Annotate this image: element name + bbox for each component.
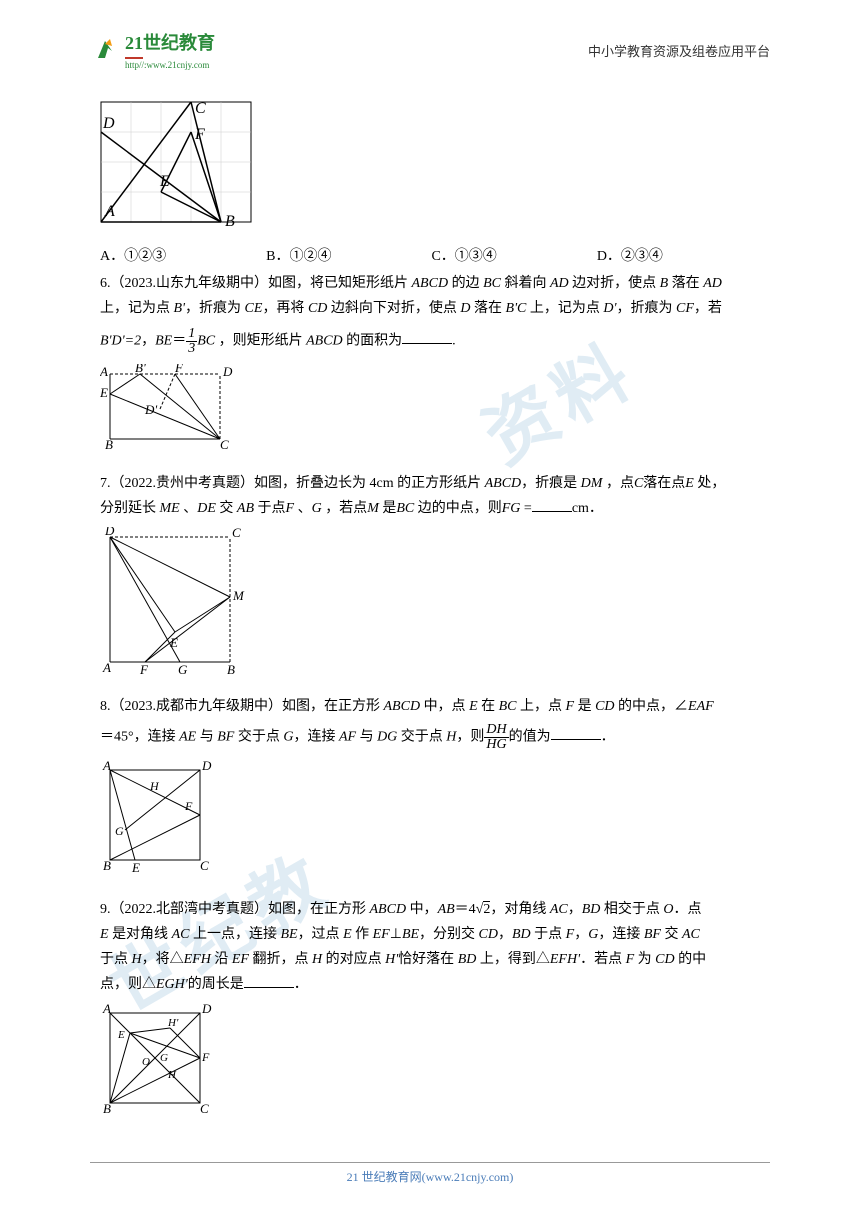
question-7: 7.（2022.贵州中考真题）如图，折叠边长为 4cm 的正方形纸片 ABCD，… — [100, 473, 770, 684]
choice-d: D．②③④ — [597, 246, 663, 267]
svg-text:E: E — [100, 385, 108, 400]
svg-text:G: G — [178, 662, 188, 677]
svg-text:H: H — [167, 1069, 177, 1081]
svg-text:D: D — [102, 115, 115, 132]
svg-text:C: C — [220, 437, 229, 452]
svg-text:A: A — [102, 660, 111, 675]
svg-text:M: M — [232, 588, 245, 603]
svg-text:E: E — [169, 635, 178, 650]
svg-text:B: B — [105, 437, 113, 452]
footer-url: (www.21cnjy.com) — [422, 1170, 514, 1184]
svg-text:A: A — [104, 203, 115, 220]
logo: 21世纪教育 http//:www.21cnjy.com — [90, 30, 215, 73]
q5-choices: A．①②③ B．①②④ C．①③④ D．②③④ — [100, 246, 770, 267]
content-area: A B C D E F A．①②③ B．①②④ C．①③④ D．②③④ 6.（2… — [0, 83, 860, 1125]
footer-text: 21 世纪教育网 — [347, 1170, 422, 1184]
svg-text:D: D — [104, 527, 115, 538]
svg-text:A: A — [102, 1003, 111, 1016]
svg-text:H: H — [149, 779, 160, 793]
svg-text:D': D' — [144, 402, 157, 417]
logo-text: 21世纪教育 http//:www.21cnjy.com — [125, 30, 215, 73]
logo-number: 21 — [125, 30, 143, 59]
svg-text:E: E — [131, 860, 140, 875]
svg-text:C: C — [200, 858, 209, 873]
diagram-q9: A D E H' O G F H B C — [100, 1003, 770, 1125]
question-9: 9.（2022.北部湾中考真题）如图，在正方形 ABCD 中，AB＝4√2，对角… — [100, 899, 770, 1125]
svg-text:C: C — [200, 1101, 209, 1116]
svg-text:B: B — [225, 213, 235, 230]
svg-text:C: C — [195, 101, 206, 117]
svg-text:F: F — [184, 799, 193, 813]
choice-b: B．①②④ — [266, 246, 331, 267]
logo-cn: 世纪教育 — [143, 33, 215, 53]
diagram-q7: D C M E A F G B — [100, 527, 770, 684]
svg-text:B': B' — [135, 364, 146, 375]
svg-text:B: B — [103, 858, 111, 873]
diagram-q5: A B C D E F — [100, 101, 770, 238]
question-8: 8.（2023.成都市九年级期中）如图，在正方形 ABCD 中，点 E 在 BC… — [100, 696, 770, 887]
diagram-q6: A B' F D E D' B C — [100, 364, 770, 461]
svg-text:D: D — [222, 364, 233, 379]
logo-url: http//:www.21cnjy.com — [125, 59, 215, 73]
svg-text:H': H' — [167, 1017, 179, 1029]
question-6: 6.（2023.山东九年级期中）如图，将已知矩形纸片 ABCD 的边 BC 斜着… — [100, 273, 770, 461]
header-right-text: 中小学教育资源及组卷应用平台 — [588, 42, 770, 62]
svg-text:G: G — [160, 1052, 168, 1064]
page-header: 21世纪教育 http//:www.21cnjy.com 中小学教育资源及组卷应… — [0, 0, 860, 83]
svg-text:B: B — [103, 1101, 111, 1116]
svg-text:A: A — [102, 760, 111, 773]
choice-c: C．①③④ — [431, 246, 496, 267]
diagram-q8: A D H F G B E C — [100, 760, 770, 887]
svg-text:F: F — [174, 364, 184, 375]
svg-text:E: E — [159, 173, 170, 190]
svg-text:B: B — [227, 662, 235, 677]
choice-a: A．①②③ — [100, 246, 166, 267]
svg-text:F: F — [139, 662, 149, 677]
svg-text:D: D — [201, 760, 212, 773]
svg-text:G: G — [115, 824, 124, 838]
svg-text:F: F — [201, 1050, 210, 1064]
page-footer: 21 世纪教育网(www.21cnjy.com) — [90, 1162, 770, 1186]
svg-text:E: E — [117, 1029, 125, 1041]
svg-text:C: C — [232, 527, 241, 540]
svg-text:A: A — [100, 364, 108, 379]
svg-text:O: O — [142, 1056, 150, 1068]
logo-icon — [90, 36, 120, 66]
svg-text:D: D — [201, 1003, 212, 1016]
svg-text:F: F — [194, 126, 205, 143]
